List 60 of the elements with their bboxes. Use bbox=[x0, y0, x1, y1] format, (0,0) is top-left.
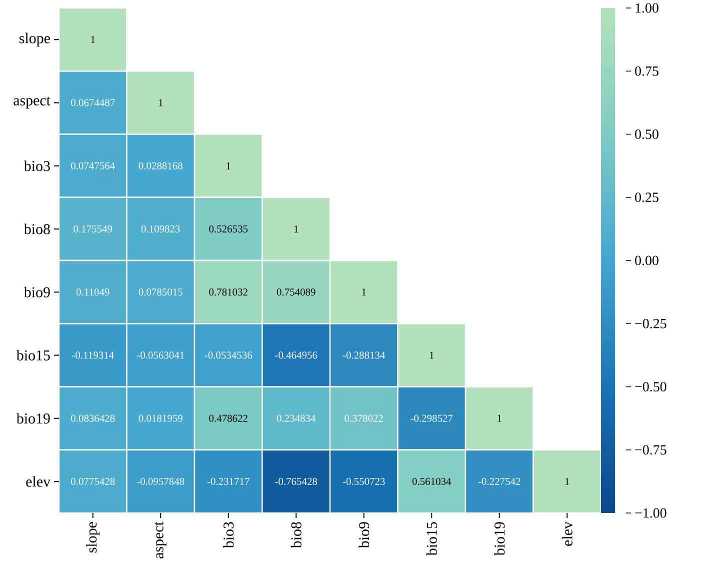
data-label: -0.0957848 bbox=[137, 478, 184, 485]
data-label: 0.754089 bbox=[276, 288, 316, 296]
data-label: 0.0836428 bbox=[71, 414, 115, 422]
data-label: 1 bbox=[294, 225, 298, 232]
color-bar-label: −0.50 bbox=[635, 382, 666, 392]
data-label: 0.561034 bbox=[412, 478, 452, 485]
color-bar-label: 0.75 bbox=[635, 66, 658, 76]
data-label: 0.109823 bbox=[141, 225, 180, 232]
data-label: 1 bbox=[565, 478, 570, 485]
x-tick-label: bio8 bbox=[290, 522, 302, 548]
data-label: 0.0775428 bbox=[71, 478, 115, 485]
data-label: 0.378022 bbox=[344, 414, 383, 422]
x-tick-label: bio19 bbox=[494, 522, 505, 556]
data-label: -0.119314 bbox=[72, 352, 114, 359]
data-label: -0.464956 bbox=[275, 352, 318, 359]
data-label: 1 bbox=[498, 414, 502, 422]
data-label: -0.0563041 bbox=[137, 352, 184, 359]
y-tick-label: bio8 bbox=[24, 224, 50, 234]
x-tick-label: bio3 bbox=[223, 522, 234, 548]
x-tick-label: bio9 bbox=[358, 522, 370, 548]
y-tick-label: bio15 bbox=[16, 350, 50, 360]
data-label: 1 bbox=[91, 36, 95, 44]
x-tick-label: slope bbox=[86, 522, 100, 552]
x-tick-label: bio15 bbox=[426, 522, 437, 556]
data-label: -0.227542 bbox=[478, 478, 520, 485]
data-label: -0.0534536 bbox=[204, 352, 252, 359]
y-tick-label: slope bbox=[20, 32, 50, 46]
y-tick-label: bio19 bbox=[16, 413, 50, 424]
y-tick-label: aspect bbox=[14, 96, 50, 108]
y-tick-label: bio3 bbox=[24, 160, 50, 172]
data-label: 0.0288168 bbox=[138, 162, 182, 170]
data-label: 0.234834 bbox=[276, 414, 316, 422]
data-label: -0.288134 bbox=[342, 352, 386, 359]
x-tick-label: elev bbox=[562, 522, 572, 546]
y-tick-label: elev bbox=[26, 476, 50, 487]
data-label: -0.765428 bbox=[275, 478, 318, 485]
color-bar-label: −0.75 bbox=[635, 445, 666, 455]
color-bar-label: 0.25 bbox=[635, 192, 658, 202]
data-label: 1 bbox=[158, 99, 163, 106]
data-label: -0.298527 bbox=[410, 414, 453, 422]
data-label: 0.526535 bbox=[209, 225, 248, 232]
data-label: 0.0181959 bbox=[138, 414, 182, 422]
color-bar-label: −1.00 bbox=[635, 508, 666, 518]
data-label: 1 bbox=[226, 162, 230, 170]
color-bar-label: 0.50 bbox=[635, 130, 658, 139]
data-label: 0.781032 bbox=[209, 288, 248, 296]
data-label: 1 bbox=[430, 352, 434, 359]
data-label: 1 bbox=[362, 288, 366, 296]
y-tick-label: bio9 bbox=[24, 286, 50, 298]
data-label: 0.478622 bbox=[209, 414, 248, 422]
data-label: -0.231717 bbox=[207, 478, 250, 485]
x-tick-label: aspect bbox=[154, 522, 166, 558]
data-label: 0.0674487 bbox=[71, 99, 115, 106]
color-bar-label: 1.00 bbox=[636, 3, 658, 13]
data-label: 0.0785015 bbox=[138, 288, 182, 296]
color-bar-label: −0.25 bbox=[635, 318, 666, 328]
data-label: 0.0747564 bbox=[71, 162, 115, 170]
color-bar-label: 0.00 bbox=[635, 256, 658, 266]
data-label: -0.550723 bbox=[342, 478, 385, 485]
data-label: 0.175549 bbox=[74, 225, 112, 232]
